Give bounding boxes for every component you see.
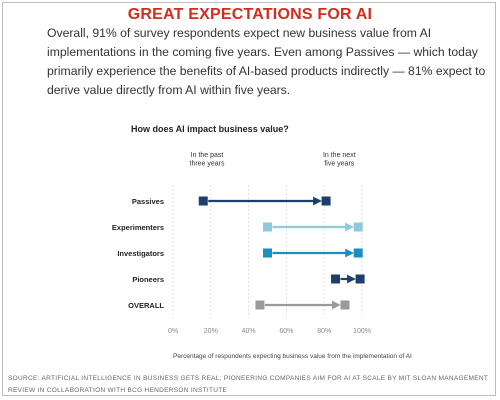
intro-paragraph: Overall, 91% of survey respondents expec… xyxy=(47,26,486,97)
x-tick-label: 60% xyxy=(279,328,293,335)
start-period-label: In the past three years xyxy=(190,152,226,168)
x-tick-label: 0% xyxy=(168,328,178,335)
chart-title: How does AI impact business value? xyxy=(131,124,289,134)
start-value-marker xyxy=(198,196,208,206)
end-value-marker xyxy=(355,274,365,284)
category-label: Experimenters xyxy=(112,223,164,232)
end-value-marker xyxy=(340,300,350,310)
end-value-marker xyxy=(353,222,363,232)
category-label: Passives xyxy=(132,197,164,206)
end-period-label: In the next five years xyxy=(323,152,356,168)
start-value-marker xyxy=(331,274,341,284)
start-value-marker xyxy=(263,248,272,258)
x-tick-label: 40% xyxy=(242,328,256,335)
category-label: Pioneers xyxy=(132,275,164,284)
headline: GREAT EXPECTATIONS FOR AI xyxy=(127,6,373,23)
source-footnote: SOURCE: ARTIFICIAL INTELLIGENCE IN BUSIN… xyxy=(8,375,488,394)
x-tick-label: 100% xyxy=(353,328,371,335)
end-value-marker xyxy=(321,196,331,206)
start-value-marker xyxy=(263,222,272,232)
category-label: OVERALL xyxy=(128,301,164,310)
category-label: Investigators xyxy=(117,249,164,258)
figure-frame xyxy=(2,2,496,396)
x-tick-label: 20% xyxy=(204,328,218,335)
end-value-marker xyxy=(353,248,363,258)
x-tick-label: 80% xyxy=(317,328,331,335)
x-axis-label: Percentage of respondents expecting busi… xyxy=(173,353,412,360)
start-value-marker xyxy=(255,300,265,310)
